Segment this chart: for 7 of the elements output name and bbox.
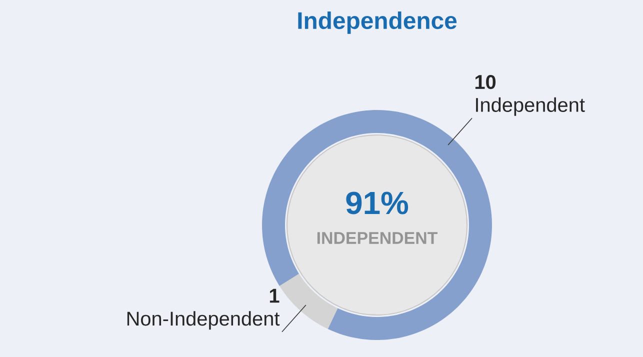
slice-label: Non-Independent bbox=[127, 311, 280, 330]
data-label: 10 bbox=[475, 74, 496, 90]
slice-label: Independent bbox=[476, 97, 585, 116]
data-label: 1 bbox=[270, 288, 280, 303]
text: INDEPENDENT bbox=[317, 232, 438, 244]
chart-title: Independence bbox=[298, 12, 457, 34]
text: 91% bbox=[346, 192, 408, 214]
